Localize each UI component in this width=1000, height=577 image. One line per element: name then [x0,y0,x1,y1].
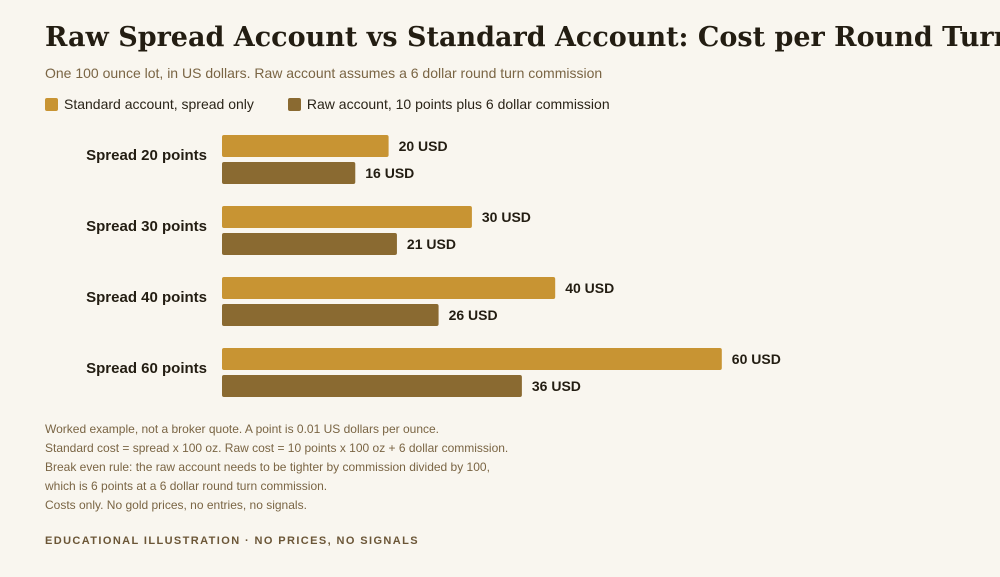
note-line: which is 6 points at a 6 dollar round tu… [45,479,328,493]
bar-value-label: 26 USD [449,307,498,323]
chart-title: Raw Spread Account vs Standard Account: … [45,22,1000,53]
chart-subtitle: One 100 ounce lot, in US dollars. Raw ac… [45,65,603,81]
bar-chart: Spread 20 points 20 USD 16 USD Spread 30 po… [86,135,781,397]
legend-label-raw: Raw account, 10 points plus 6 dollar com… [306,96,610,112]
note-line: Worked example, not a broker quote. A po… [45,422,440,436]
note-line: Break even rule: the raw account needs t… [45,460,490,474]
legend-swatch-raw [287,97,301,111]
legend-item-standard: Standard account, spread only [45,96,254,112]
bar-value-label: 40 USD [565,280,614,296]
bar-standard [222,348,722,370]
category-label: Spread 20 points [86,147,207,164]
footer-disclaimer: EDUCATIONAL ILLUSTRATION · NO PRICES, NO… [45,535,419,547]
legend: Standard account, spread only Raw accoun… [45,96,644,112]
note-line: Standard cost = spread x 100 oz. Raw cos… [45,441,509,455]
bar-value-label: 60 USD [732,351,781,367]
bar-standard [222,206,472,228]
bar-value-label: 30 USD [482,209,531,225]
legend-label-standard: Standard account, spread only [64,96,254,112]
bar-standard [222,135,389,157]
category-label: Spread 60 points [86,360,207,377]
legend-item-raw: Raw account, 10 points plus 6 dollar com… [287,96,610,112]
bar-value-label: 36 USD [532,378,581,394]
category-label: Spread 40 points [86,289,207,306]
bar-raw [222,304,439,326]
bar-raw [222,375,522,397]
bar-raw [222,233,397,255]
bar-standard [222,277,556,299]
bar-value-label: 20 USD [399,138,448,154]
note-line: Costs only. No gold prices, no entries, … [45,498,307,512]
category-label: Spread 30 points [86,218,207,235]
bar-value-label: 21 USD [407,236,456,252]
bar-value-label: 16 USD [365,165,414,181]
bar-raw [222,162,356,184]
notes: Worked example, not a broker quote. A po… [45,420,508,515]
legend-swatch-standard [45,97,58,111]
